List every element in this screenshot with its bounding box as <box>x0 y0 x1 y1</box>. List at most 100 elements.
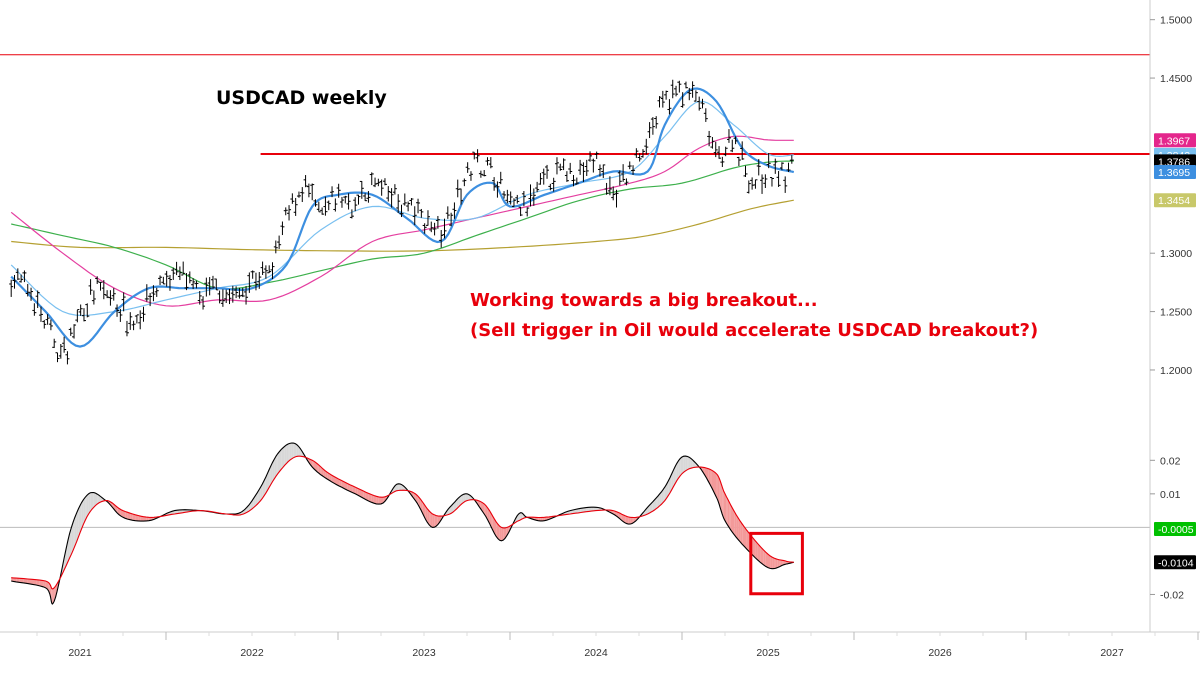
osc-fill-segment <box>278 452 280 474</box>
price-bar <box>72 324 76 338</box>
price-bar <box>545 165 549 179</box>
osc-fill-segment <box>52 589 53 604</box>
osc-fill-segment <box>286 444 288 464</box>
osc-fill-segment <box>724 491 725 520</box>
price-bar <box>333 198 337 211</box>
osc-fill-segment <box>726 497 728 526</box>
price-bar <box>763 174 767 188</box>
osc-fill-segment <box>722 487 723 516</box>
price-bar <box>132 321 136 330</box>
osc-fill-segment <box>772 557 774 569</box>
osc-fill-segment <box>731 505 733 532</box>
price-bar <box>651 117 655 135</box>
osc-fill-segment <box>715 472 716 497</box>
osc-fill-segment <box>719 477 720 505</box>
price-bar <box>92 290 96 304</box>
osc-fill-segment <box>778 559 780 567</box>
price-badges: 1.39671.38421.37861.36951.3454-0.0005-0.… <box>1154 133 1196 569</box>
price-bar <box>416 199 420 214</box>
price-bar <box>79 305 83 316</box>
osc-fill-segment <box>498 524 500 540</box>
price-bar <box>555 157 559 174</box>
osc-fill-segment <box>288 443 290 461</box>
price-bar <box>9 280 13 297</box>
osc-fill-segment <box>379 497 381 504</box>
osc-fill-segment <box>716 474 717 500</box>
price-bar <box>697 97 701 111</box>
x-tick-label: 2024 <box>584 647 608 659</box>
osc-fill-segment <box>521 513 522 520</box>
price-bar <box>790 155 794 164</box>
price-bar <box>674 86 678 97</box>
osc-fill-segment <box>376 496 378 504</box>
osc-y-tick-label: 0.02 <box>1160 455 1181 467</box>
osc-fill-segment <box>774 558 776 569</box>
price-bar <box>65 351 69 364</box>
price-bar <box>228 289 232 304</box>
price-bar <box>535 182 539 192</box>
oscillator-fill-layer <box>11 443 794 604</box>
osc-fill-segment <box>776 559 778 568</box>
price-bar <box>128 312 132 330</box>
price-bar <box>661 91 665 108</box>
osc-fill-segment <box>770 556 772 569</box>
osc-fill-segment <box>679 458 681 478</box>
osc-fill-segment <box>280 450 282 472</box>
osc-fill-segment <box>629 517 631 524</box>
price-bar <box>145 284 149 301</box>
price-bar <box>601 165 605 178</box>
price-y-tick-label: 1.4500 <box>1160 73 1192 85</box>
price-bar <box>251 270 255 278</box>
price-bar <box>178 266 182 280</box>
price-bar <box>370 172 374 185</box>
price-bar <box>56 353 60 362</box>
price-bar <box>538 173 542 185</box>
osc-badge-label: -0.0005 <box>1158 524 1194 536</box>
price-bar <box>261 262 265 275</box>
osc-fill-segment <box>292 443 294 459</box>
price-bar <box>581 162 585 182</box>
osc-fill-segment <box>627 517 629 525</box>
price-bar <box>727 129 731 143</box>
moving-average-line <box>11 136 794 306</box>
moving-average-line <box>11 200 794 251</box>
osc-fill-segment <box>736 515 738 540</box>
osc-fill-segment <box>89 493 91 514</box>
osc-fill-segment <box>682 456 684 474</box>
osc-fill-segment <box>725 494 726 523</box>
price-bar <box>777 171 781 187</box>
price-bar <box>409 198 413 205</box>
price-bar <box>218 291 222 304</box>
price-bar <box>532 188 536 205</box>
price-bar <box>294 198 298 216</box>
price-bar <box>290 193 294 204</box>
price-bar <box>585 160 589 176</box>
price-bar <box>42 320 46 329</box>
price-bar <box>89 279 93 295</box>
price-bar <box>469 171 473 181</box>
price-bar <box>552 178 556 192</box>
x-tick-label: 2027 <box>1100 647 1124 659</box>
osc-fill-segment <box>728 499 730 528</box>
osc-fill-segment <box>718 475 719 502</box>
osc-fill-segment <box>729 502 731 530</box>
price-bar <box>304 175 308 187</box>
osc-fill-segment <box>290 443 292 460</box>
price-bar <box>542 169 546 185</box>
price-bar <box>108 290 112 305</box>
x-tick-label: 2022 <box>240 647 264 659</box>
price-bar <box>529 184 533 206</box>
osc-fill-segment <box>90 493 92 512</box>
price-bar <box>135 315 139 324</box>
price-bar <box>386 186 390 201</box>
price-bar <box>310 183 314 200</box>
price-bar <box>429 222 433 233</box>
osc-fill-segment <box>374 496 377 504</box>
price-bar <box>658 96 662 107</box>
price-bar <box>32 303 36 315</box>
osc-fill-segment <box>720 480 721 509</box>
price-bar <box>730 140 734 152</box>
price-bar <box>737 157 741 166</box>
series-layer <box>11 89 802 605</box>
price-y-tick-label: 1.3000 <box>1160 248 1192 260</box>
